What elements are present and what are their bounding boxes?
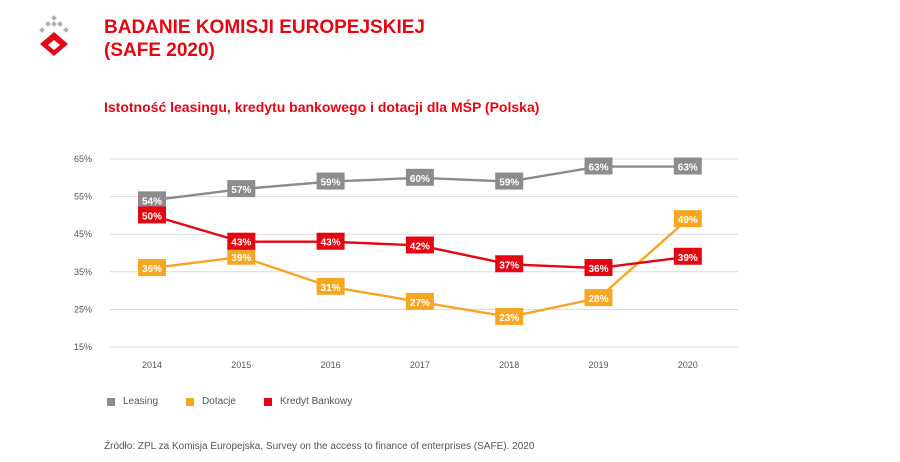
x-tick-label: 2016 bbox=[321, 360, 341, 370]
data-label: 39% bbox=[231, 253, 251, 264]
data-label: 39% bbox=[678, 253, 698, 264]
data-label: 37% bbox=[499, 260, 519, 271]
data-label-box bbox=[405, 236, 434, 254]
data-label: 59% bbox=[321, 178, 341, 189]
legend-swatch-kredyt bbox=[263, 397, 272, 406]
data-label-box bbox=[138, 259, 166, 277]
data-label: 28% bbox=[588, 294, 608, 305]
data-label-box bbox=[673, 157, 702, 175]
data-label: 43% bbox=[321, 238, 341, 249]
source-note: Źródło: ZPL za Komisja Europejska, Surve… bbox=[104, 441, 535, 452]
data-label-box bbox=[227, 232, 256, 250]
data-label-box bbox=[138, 206, 166, 224]
legend-label-leasing: Leasing bbox=[123, 396, 159, 407]
x-tick-label: 2017 bbox=[410, 360, 430, 370]
x-tick-label: 2019 bbox=[588, 360, 608, 370]
data-label: 57% bbox=[231, 185, 251, 196]
y-tick-label: 55% bbox=[74, 192, 92, 202]
data-label: 59% bbox=[499, 178, 519, 189]
data-label: 31% bbox=[321, 283, 341, 294]
data-label-box bbox=[584, 259, 613, 277]
data-label-box bbox=[495, 307, 524, 325]
page-title-line1: BADANIE KOMISJI EUROPEJSKIEJ bbox=[104, 17, 425, 38]
y-tick-label: 45% bbox=[74, 229, 92, 239]
data-label-box bbox=[316, 232, 345, 250]
data-label-box bbox=[227, 180, 256, 198]
legend-item-leasing: Leasing bbox=[107, 396, 158, 407]
legend-label-kredyt: Kredyt Bankowy bbox=[279, 396, 353, 407]
y-tick-label: 15% bbox=[74, 342, 92, 352]
data-label: 60% bbox=[410, 174, 430, 185]
data-label-box bbox=[495, 172, 524, 190]
data-label-box bbox=[673, 210, 702, 228]
data-label-box bbox=[405, 292, 434, 310]
data-label: 43% bbox=[231, 238, 251, 249]
legend-swatch-leasing bbox=[107, 397, 115, 406]
data-label-box bbox=[584, 157, 613, 175]
data-label-box bbox=[495, 255, 524, 273]
data-label: 54% bbox=[142, 196, 162, 207]
data-label-box bbox=[138, 191, 166, 209]
legend-label-dotacje: Dotacje bbox=[202, 396, 236, 407]
chart-legend: Leasing Dotacje Kredyt Bankowy bbox=[107, 396, 380, 407]
x-tick-label: 2014 bbox=[142, 360, 162, 370]
legend-item-dotacje: Dotacje bbox=[186, 396, 236, 407]
chart-title: Istotność leasingu, kredytu bankowego i … bbox=[104, 99, 540, 115]
data-label: 36% bbox=[142, 264, 162, 275]
legend-item-kredyt: Kredyt Bankowy bbox=[263, 396, 353, 407]
data-label-box bbox=[673, 247, 702, 265]
data-label-box bbox=[227, 247, 256, 265]
data-label: 27% bbox=[410, 298, 430, 309]
y-tick-label: 25% bbox=[74, 304, 92, 314]
y-tick-label: 35% bbox=[74, 267, 92, 277]
x-tick-label: 2018 bbox=[499, 360, 519, 370]
data-label-box bbox=[405, 168, 434, 186]
x-tick-label: 2015 bbox=[231, 360, 251, 370]
data-label-box bbox=[316, 172, 345, 190]
page-title: BADANIE KOMISJI EUROPEJSKIEJ (SAFE 2020) bbox=[104, 16, 425, 62]
data-label-box bbox=[316, 277, 345, 295]
brand-logo-icon bbox=[39, 15, 69, 56]
data-label: 36% bbox=[588, 264, 608, 275]
data-label: 50% bbox=[142, 211, 162, 222]
data-label: 23% bbox=[499, 313, 519, 324]
y-tick-label: 65% bbox=[74, 154, 92, 164]
data-label: 49% bbox=[678, 215, 698, 226]
page-title-line2: (SAFE 2020) bbox=[104, 40, 215, 61]
data-label: 63% bbox=[588, 163, 608, 174]
data-label: 42% bbox=[410, 241, 430, 252]
x-tick-label: 2020 bbox=[678, 360, 698, 370]
legend-swatch-dotacje bbox=[186, 397, 195, 406]
data-label: 63% bbox=[678, 163, 698, 174]
line-chart: 15% 25% 35% 45% 55% 65% 2014 2015 2016 2017 2018 20… bbox=[74, 154, 738, 370]
data-label-box bbox=[584, 289, 613, 307]
